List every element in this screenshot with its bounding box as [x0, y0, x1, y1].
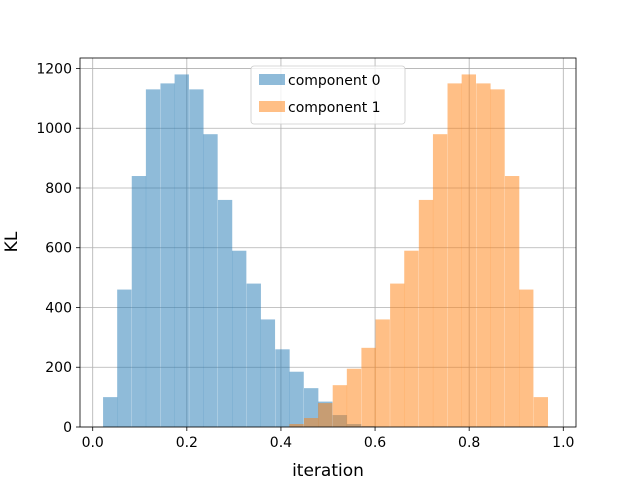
histogram-bar-series-0	[289, 371, 304, 427]
histogram-bar-series-0	[131, 176, 147, 427]
y-tick-label: 1000	[36, 121, 72, 137]
x-tick-label: 0.8	[458, 435, 480, 451]
legend-box	[250, 65, 406, 125]
histogram-bar-series-0	[145, 89, 161, 427]
x-tick-label: 0.4	[270, 435, 292, 451]
histogram-bar-series-1	[332, 385, 348, 427]
legend-label: component 0	[288, 73, 381, 89]
histogram-bar-series-1	[447, 83, 462, 427]
histogram-bar-series-1	[461, 74, 476, 427]
legend-swatch	[259, 74, 285, 85]
histogram-bar-series-1	[432, 134, 448, 427]
histogram-bar-series-1	[304, 418, 319, 427]
y-tick-label: 1200	[36, 61, 72, 77]
histogram-bar-series-1	[289, 424, 304, 427]
y-tick-label: 200	[45, 360, 72, 376]
y-tick-label: 0	[63, 420, 72, 436]
histogram-bar-series-0	[232, 250, 247, 427]
x-tick-label: 1.0	[552, 435, 574, 451]
histogram-bar-series-1	[519, 289, 534, 427]
histogram-bar-series-0	[189, 89, 204, 427]
histogram-bar-series-1	[504, 176, 520, 427]
plot-frame	[79, 57, 577, 428]
histogram-bar-series-0	[174, 74, 189, 427]
legend-swatch	[259, 101, 285, 112]
histogram-bar-series-0	[160, 83, 175, 427]
histogram-bar-series-0	[260, 319, 276, 427]
axis-ticks: 0.0 0.2 0.4 0.6 0.8 1.0 0 200 400 600 800 1000 1200	[36, 61, 574, 451]
histogram-bar-series-1	[490, 89, 505, 427]
histogram-bar-series-1	[361, 347, 376, 427]
legend: component 0 component 1	[250, 65, 406, 125]
histogram-bar-series-1	[375, 319, 390, 427]
histogram-bar-series-1	[533, 397, 548, 427]
y-tick-label: 800	[45, 181, 72, 197]
legend-label: component 1	[288, 100, 381, 116]
histogram-bar-series-1	[318, 403, 333, 427]
histogram-bar-series-1	[390, 283, 405, 427]
histogram-bar-series-0	[103, 397, 118, 427]
x-tick-label: 0.6	[364, 435, 386, 451]
histogram-bar-series-0	[275, 349, 290, 427]
x-tick-label: 0.0	[82, 435, 104, 451]
histogram-bar-series-1	[346, 368, 362, 427]
x-tick-label: 0.2	[176, 435, 198, 451]
histogram-bar-series-0	[203, 134, 218, 427]
histogram-bar-series-1	[476, 83, 491, 427]
y-tick-label: 600	[45, 241, 72, 257]
histogram-bar-series-1	[404, 250, 419, 427]
histogram-bar-series-0	[217, 199, 233, 427]
histogram-bar-series-0	[246, 283, 261, 427]
histogram-bar-series-0	[304, 388, 319, 427]
y-axis-title: KL	[2, 231, 22, 252]
x-axis-title: iteration	[292, 461, 364, 480]
histogram-bars	[103, 74, 548, 427]
y-tick-label: 400	[45, 300, 72, 316]
histogram-bar-series-1	[418, 199, 434, 427]
histogram-bar-series-0	[117, 289, 132, 427]
